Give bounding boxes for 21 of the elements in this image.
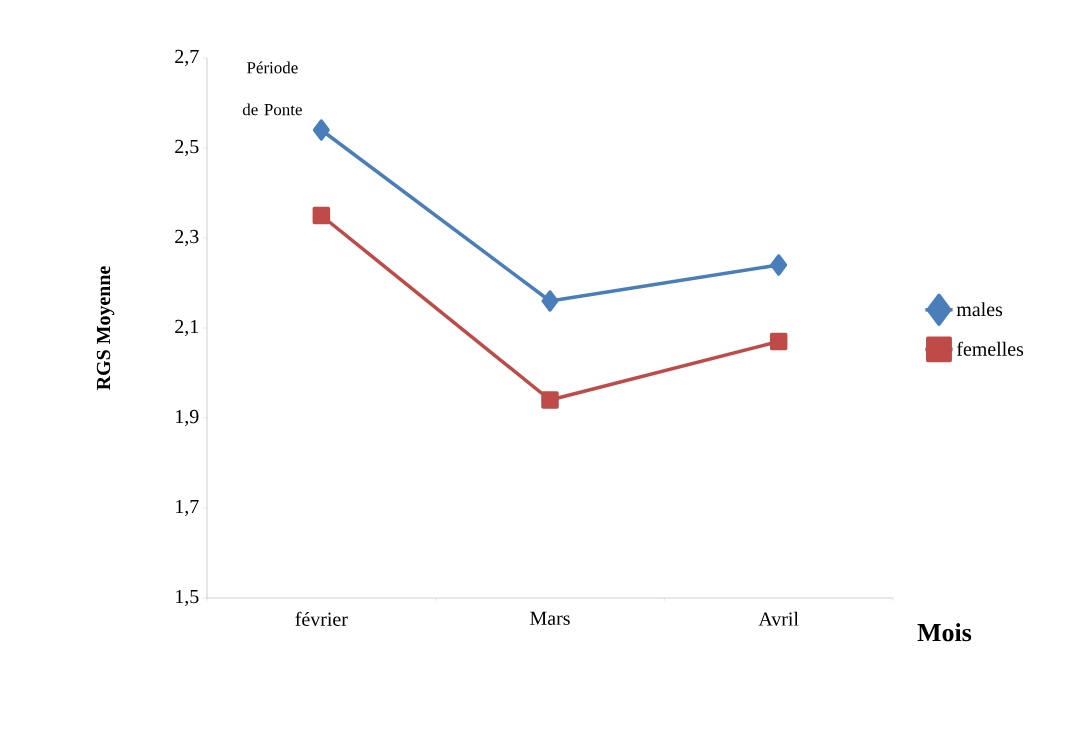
y-tick-label: 2,3 [175,229,199,247]
y-tick-label: 2,1 [175,319,199,337]
text: Période de Ponte [242,61,302,116]
y-axis-title: RGS Moyenne [96,266,115,390]
y-tick-label: 2,7 [175,49,199,67]
point [769,332,788,351]
y-tick-label: 1,7 [176,499,199,517]
point [541,391,559,409]
y-tick-label: 2,5 [175,139,199,157]
point [312,206,331,225]
point [541,290,559,312]
legend-label: femelles [956,341,1024,356]
point [770,254,788,276]
x-tick-label: Mars [530,611,570,625]
x-axis-title: Mois [917,623,972,642]
x-tick-label: Avril [758,611,799,626]
y-tick-label: 1,9 [176,409,199,427]
y-tick-label: 1,5 [176,589,199,607]
point [312,119,330,141]
legend-label: males [956,302,1003,317]
x-tick-label: février [295,611,348,626]
